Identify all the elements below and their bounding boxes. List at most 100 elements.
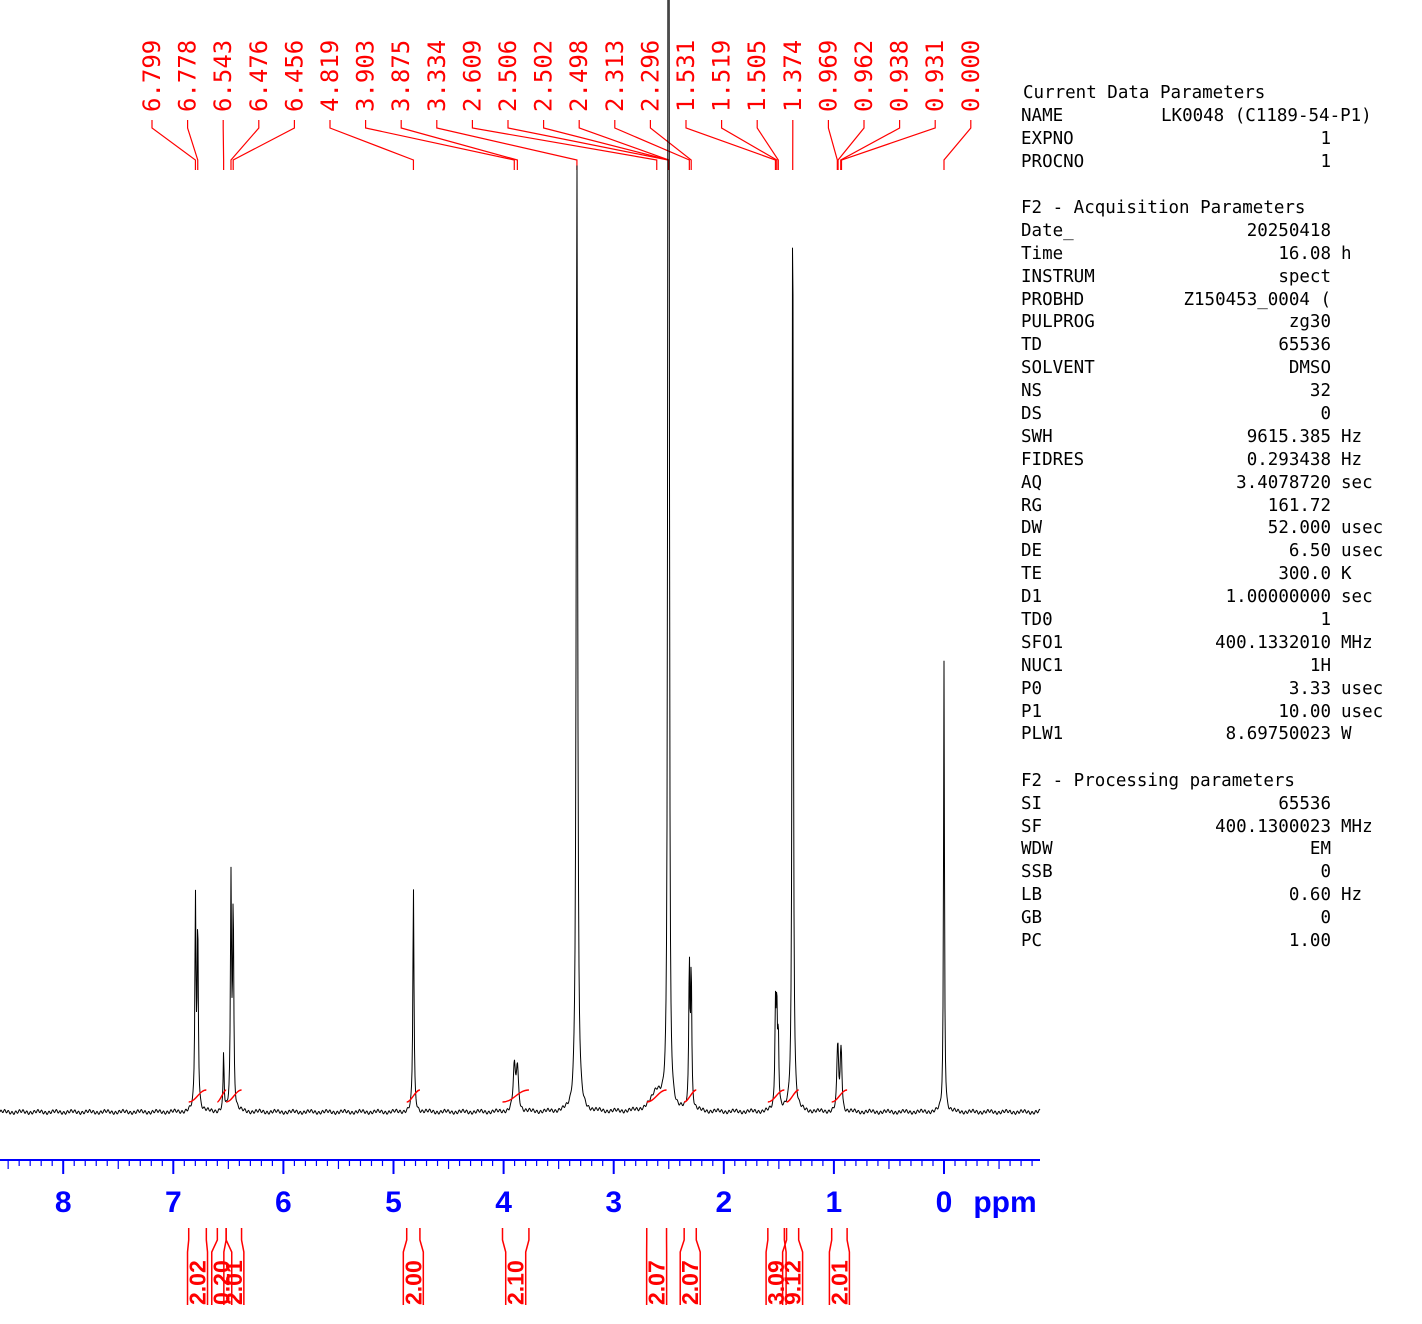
parameter-key: TD0 xyxy=(1021,609,1053,630)
parameter-row: SWH 9615.385 Hz xyxy=(1021,426,1421,449)
parameter-unit xyxy=(1331,266,1341,289)
parameter-row: NAME LK0048 (C1189-54-P1) xyxy=(1021,105,1421,128)
integral-curve xyxy=(767,1089,785,1103)
peak-label-leader xyxy=(827,120,838,170)
peak-label-leader xyxy=(187,120,199,170)
parameter-row: TE 300.0 K xyxy=(1021,563,1421,586)
peak-label-leader xyxy=(720,120,778,170)
parameter-key: PULPROG xyxy=(1021,312,1095,333)
acquisition-parameters-panel: Current Data Parameters NAME LK0048 (C1189… xyxy=(1021,82,1421,953)
x-tick-label: 4 xyxy=(495,1186,512,1219)
parameter-key: FIDRES xyxy=(1021,449,1085,470)
peak-label: 0.931 xyxy=(921,40,949,112)
parameter-key: D1 xyxy=(1021,587,1043,608)
peak-label: 0.962 xyxy=(850,40,878,112)
parameter-unit: usec xyxy=(1341,541,1384,562)
peak-label-leader xyxy=(400,120,518,170)
peak-label: 1.374 xyxy=(779,40,807,112)
peak-label: 2.506 xyxy=(494,40,522,112)
integral-value: 0.20 xyxy=(209,1260,235,1305)
parameter-value: 6.50 xyxy=(1288,541,1331,562)
parameter-key: DS xyxy=(1021,403,1043,424)
peak-label: 2.502 xyxy=(530,40,558,112)
parameter-value: 0.60 xyxy=(1288,885,1331,906)
parameter-row: TD 65536 xyxy=(1021,334,1421,357)
parameter-key: INSTRUM xyxy=(1021,266,1095,287)
parameter-value: 1 xyxy=(1320,128,1331,149)
integral-bracket-right xyxy=(846,1228,851,1305)
parameter-unit: sec xyxy=(1341,587,1373,608)
parameter-value: 0 xyxy=(1320,908,1331,929)
peak-label-leader xyxy=(151,120,197,170)
parameter-value: spect xyxy=(1278,266,1331,287)
parameter-row: FIDRES 0.293438 Hz xyxy=(1021,449,1421,472)
parameter-key: TE xyxy=(1021,564,1043,585)
parameter-key: SWH xyxy=(1021,426,1053,447)
parameter-unit xyxy=(1331,793,1341,816)
x-tick-label: 8 xyxy=(55,1186,72,1219)
integral-curve xyxy=(831,1089,848,1103)
integral-layer: 2.020.202.01 2.00 2.10 2.07 2.07 3.099.12 2.01 xyxy=(185,1089,852,1305)
peak-label: 2.609 xyxy=(458,40,486,112)
integral-bracket-left xyxy=(210,1228,219,1305)
parameter-key: P0 xyxy=(1021,678,1043,699)
parameter-value: 52.000 xyxy=(1267,518,1331,539)
parameter-key: PLW1 xyxy=(1021,724,1064,745)
parameter-row: TD0 1 xyxy=(1021,609,1421,632)
peak-label-leader xyxy=(614,120,690,170)
peak-label-leader xyxy=(365,120,515,170)
integral-bracket-left xyxy=(223,1228,227,1305)
parameter-row: PROBHD Z150453_0004 ( xyxy=(1021,289,1421,312)
parameter-value: 9615.385 xyxy=(1246,426,1331,447)
parameter-value: 0 xyxy=(1320,403,1331,424)
integral-value: 2.02 xyxy=(185,1260,211,1305)
parameter-unit: usec xyxy=(1341,678,1384,699)
parameter-value: 65536 xyxy=(1278,335,1331,356)
parameter-row: AQ 3.4078720 sec xyxy=(1021,472,1421,495)
parameter-key: SFO1 xyxy=(1021,632,1064,653)
parameter-unit xyxy=(1331,907,1341,930)
peak-label-leader xyxy=(840,120,936,170)
parameter-row: Date_ 20250418 xyxy=(1021,220,1421,243)
parameter-row: DS 0 xyxy=(1021,403,1421,426)
peak-label-leader xyxy=(685,120,777,170)
peak-label: 2.296 xyxy=(636,40,664,112)
parameter-block: F2 - Acquisition Parameters Date_ 20250418… xyxy=(1021,197,1421,746)
parameter-value: 161.72 xyxy=(1267,495,1331,516)
parameter-value: 1 xyxy=(1320,151,1331,172)
parameter-unit: sec xyxy=(1341,472,1373,493)
peak-label: 1.505 xyxy=(743,40,771,112)
integral-curve xyxy=(646,1089,667,1103)
parameter-unit xyxy=(1331,334,1341,357)
peak-label: 6.456 xyxy=(280,40,308,112)
x-tick-label: 0 xyxy=(936,1186,953,1219)
parameter-block-title: F2 - Acquisition Parameters xyxy=(1021,197,1306,218)
parameter-unit xyxy=(1331,220,1341,243)
parameter-gap xyxy=(1021,174,1421,197)
peak-label-leader xyxy=(507,120,669,170)
integral-value: 2.00 xyxy=(400,1260,426,1305)
parameter-row: SOLVENT DMSO xyxy=(1021,357,1421,380)
parameter-value: 1.00000000 xyxy=(1225,587,1331,608)
parameter-unit xyxy=(1331,403,1341,426)
integral-bracket-right xyxy=(419,1228,425,1305)
parameter-value: 1 xyxy=(1320,609,1331,630)
peak-label: 1.519 xyxy=(708,40,736,112)
peak-label-leader xyxy=(329,120,415,170)
parameter-unit: usec xyxy=(1341,518,1384,539)
peak-label: 0.938 xyxy=(886,40,914,112)
parameter-block-title: F2 - Processing parameters xyxy=(1021,770,1295,791)
parameter-key: Date_ xyxy=(1021,220,1074,241)
parameter-unit: Hz xyxy=(1341,449,1363,470)
parameter-value: 3.33 xyxy=(1288,678,1331,699)
parameter-value: 1H xyxy=(1309,655,1331,676)
integral-curve xyxy=(188,1089,207,1103)
peak-label-leader xyxy=(471,120,658,170)
parameter-value: 300.0 xyxy=(1278,564,1331,585)
integral-value: 2.07 xyxy=(677,1260,703,1305)
parameter-value: 400.1332010 xyxy=(1215,632,1331,653)
parameter-unit: h xyxy=(1341,243,1352,264)
parameter-key: NAME xyxy=(1021,105,1064,126)
peak-label-leader xyxy=(943,120,972,170)
parameter-row: PROCNO 1 xyxy=(1021,151,1421,174)
